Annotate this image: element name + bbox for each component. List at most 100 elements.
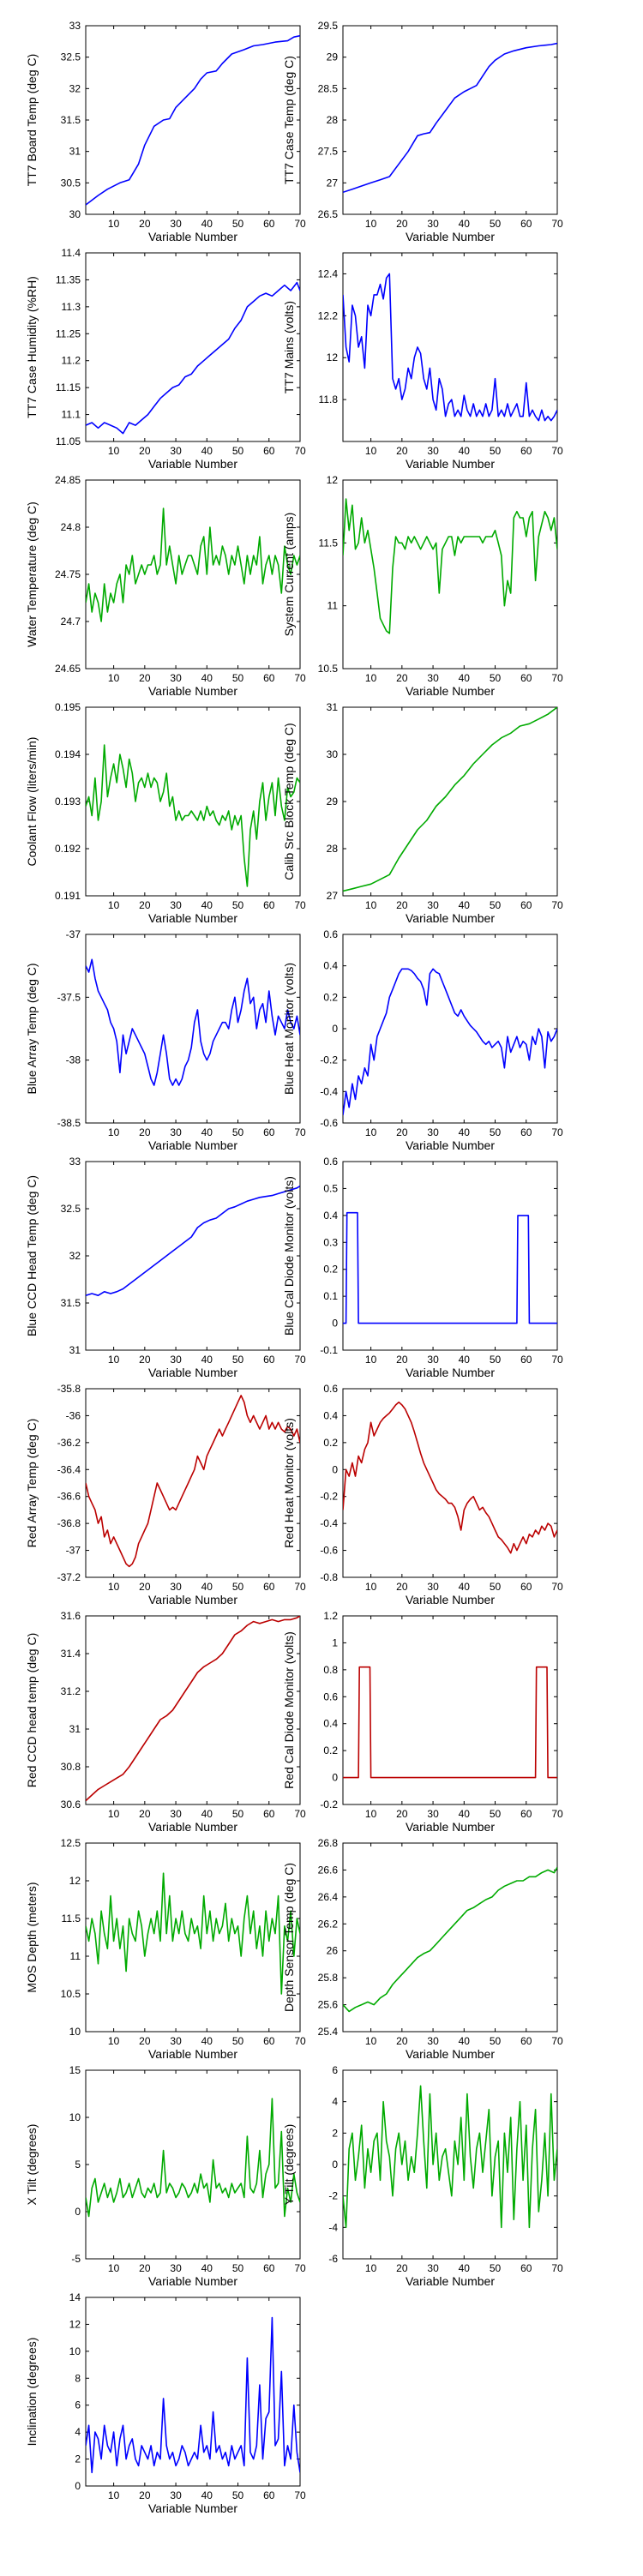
y-tick-label: 31: [69, 146, 81, 158]
chart-panel-15: 10 20 30 40 50 60 70 30.6 30.8 31 31.2 31.4 31.6 Vari…: [25, 1610, 306, 1834]
y-tick-label: 30.8: [61, 1761, 81, 1773]
x-tick-label: 20: [139, 1808, 151, 1820]
x-tick-label: 20: [139, 2262, 151, 2274]
y-axis-label: Depth Sensor Temp (deg C): [282, 1863, 296, 2012]
y-tick-label: 2: [75, 2453, 81, 2465]
x-axis-label: Variable Number: [148, 230, 237, 243]
chart-panel-20: 10 20 30 40 50 60 70 -6 -4 -2 0 2 4 6 Variable Number Y…: [282, 2064, 563, 2288]
x-tick-label: 30: [170, 1354, 182, 1366]
y-tick-label: 12: [327, 474, 339, 486]
y-tick-label: 31.4: [61, 1648, 81, 1660]
y-tick-label: -0.2: [320, 1798, 338, 1810]
axes-frame: [85, 252, 301, 442]
y-tick-label: 31: [327, 701, 339, 713]
x-tick-label: 30: [170, 445, 182, 457]
x-tick-label: 10: [108, 672, 120, 684]
x-tick-label: 50: [490, 1581, 502, 1593]
y-tick-label: 0.2: [323, 1437, 338, 1449]
x-tick-label: 70: [294, 2262, 306, 2274]
axes-frame: [85, 934, 301, 1124]
x-tick-label: 40: [459, 2262, 471, 2274]
y-tick-label: 0.6: [323, 1383, 338, 1395]
series-line: [86, 2098, 300, 2218]
y-tick-label: 0.191: [55, 890, 81, 902]
x-tick-label: 10: [365, 1581, 377, 1593]
x-tick-label: 50: [490, 672, 502, 684]
y-tick-label: 12.4: [318, 267, 339, 279]
x-tick-label: 50: [490, 1808, 502, 1820]
x-tick-label: 50: [490, 899, 502, 911]
x-tick-label: 60: [263, 672, 275, 684]
series-line: [343, 707, 557, 892]
y-tick-label: 11.4: [62, 247, 81, 259]
y-axis-label: Inclination (degrees): [25, 2338, 39, 2447]
x-axis-label: Variable Number: [406, 684, 495, 698]
x-tick-label: 20: [139, 899, 151, 911]
x-tick-label: 40: [459, 1808, 471, 1820]
y-axis-label: MOS Depth (meters): [25, 1882, 39, 1992]
y-tick-label: 26.2: [318, 1918, 339, 1930]
x-tick-label: 10: [108, 2035, 120, 2047]
y-axis-label: TT7 Mains (volts): [282, 301, 296, 393]
y-tick-label: 10: [69, 2026, 81, 2038]
chart-panel-1: 10 20 30 40 50 60 70 30 30.5 31 31.5 32 32.5 33 Variab…: [25, 20, 306, 243]
x-axis-label: Variable Number: [406, 1138, 495, 1152]
x-tick-label: 30: [170, 218, 182, 230]
y-tick-label: -0.4: [320, 1517, 338, 1529]
x-tick-label: 20: [396, 1808, 408, 1820]
x-tick-label: 20: [396, 445, 408, 457]
x-tick-label: 70: [294, 672, 306, 684]
y-axis-label: Water Temperature (deg C): [25, 501, 39, 647]
x-tick-label: 30: [427, 899, 439, 911]
x-tick-label: 40: [201, 1808, 213, 1820]
x-tick-label: 30: [427, 2262, 439, 2274]
x-tick-label: 50: [490, 2262, 502, 2274]
x-tick-label: 50: [232, 2489, 244, 2501]
y-tick-label: -37.5: [57, 991, 81, 1003]
y-tick-label: 0: [332, 1463, 338, 1475]
x-tick-label: 20: [139, 1354, 151, 1366]
x-tick-label: 20: [139, 218, 151, 230]
y-tick-label: -2: [328, 2190, 338, 2202]
x-tick-label: 40: [459, 1581, 471, 1593]
series-line: [86, 1395, 300, 1568]
y-tick-label: 28: [327, 843, 339, 855]
x-tick-label: 60: [263, 2262, 275, 2274]
y-axis-label: Red Array Temp (deg C): [25, 1419, 39, 1548]
x-tick-label: 30: [170, 2035, 182, 2047]
y-tick-label: 0.8: [323, 1664, 338, 1676]
y-tick-label: 0.2: [323, 991, 338, 1003]
y-tick-label: 0.6: [323, 928, 338, 940]
y-tick-label: 11: [328, 600, 339, 612]
axes-frame: [342, 479, 558, 670]
x-tick-label: 50: [232, 672, 244, 684]
y-tick-label: 32: [69, 1250, 81, 1262]
x-tick-label: 20: [139, 2035, 151, 2047]
x-tick-label: 60: [520, 1354, 532, 1366]
x-tick-label: 60: [520, 1126, 532, 1138]
x-tick-label: 50: [232, 1354, 244, 1366]
y-tick-label: 32: [69, 82, 81, 94]
x-axis-label: Variable Number: [406, 1593, 495, 1606]
y-tick-label: 25.6: [318, 1999, 339, 2011]
x-tick-label: 40: [201, 2262, 213, 2274]
y-tick-label: -37.2: [57, 1571, 81, 1583]
y-axis-label: Y Tilt (degrees): [282, 2124, 296, 2206]
y-axis-label: Red Heat Monitor (volts): [282, 1418, 296, 1548]
x-axis-label: Variable Number: [406, 2047, 495, 2061]
y-tick-label: -0.4: [320, 1085, 338, 1097]
x-tick-label: 30: [427, 445, 439, 457]
y-tick-label: -37: [66, 1545, 81, 1557]
x-tick-label: 70: [294, 2035, 306, 2047]
x-tick-label: 70: [294, 445, 306, 457]
x-tick-label: 10: [365, 445, 377, 457]
series-line: [86, 281, 300, 435]
x-tick-label: 40: [201, 1126, 213, 1138]
chart-panel-18: 10 20 30 40 50 60 70 25.4 25.6 25.8 26 26.2 26.4 26.6…: [282, 1837, 563, 2061]
axes-frame: [85, 1161, 301, 1351]
y-tick-label: 31: [69, 1344, 81, 1356]
x-tick-label: 40: [201, 2489, 213, 2501]
y-tick-label: 29.5: [318, 20, 339, 32]
y-axis-label: Blue CCD Head Temp (deg C): [25, 1175, 39, 1336]
